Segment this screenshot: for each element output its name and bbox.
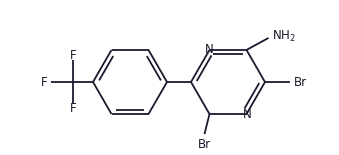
Text: NH$_2$: NH$_2$	[273, 28, 296, 44]
Text: F: F	[70, 102, 76, 115]
Text: F: F	[70, 49, 76, 62]
Text: Br: Br	[294, 75, 307, 89]
Text: N: N	[205, 43, 213, 56]
Text: F: F	[40, 75, 47, 89]
Text: N: N	[243, 108, 252, 121]
Text: Br: Br	[198, 138, 211, 151]
